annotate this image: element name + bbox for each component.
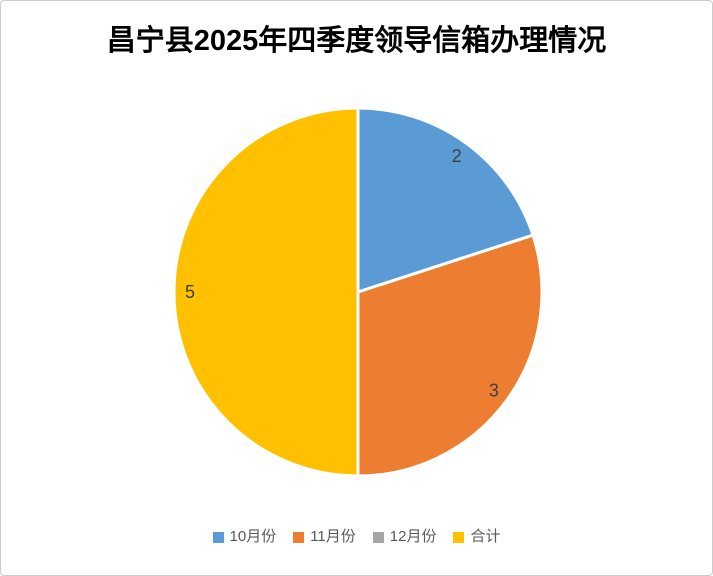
data-label-合计: 5	[185, 282, 195, 302]
legend-item-11月份[interactable]: 11月份	[293, 526, 356, 548]
data-label-10月份: 2	[452, 146, 462, 166]
legend-item-label: 12月份	[389, 528, 437, 545]
chart-title: 昌宁县2025年四季度领导信箱办理情况	[106, 25, 607, 57]
pie-slice-11月份[interactable]	[356, 233, 544, 478]
legend-marker-icon	[293, 531, 305, 543]
legend-item-label: 10月份	[229, 528, 277, 545]
legend-item-label: 11月份	[310, 528, 356, 545]
pie-slice-10月份[interactable]	[356, 106, 535, 294]
legend-item-合计[interactable]: 合计	[453, 526, 500, 548]
legend-marker-icon	[212, 531, 224, 543]
legend-marker-icon	[372, 531, 384, 543]
pie-slice-合计[interactable]	[172, 106, 360, 478]
legend-item-label: 合计	[470, 528, 501, 545]
legend-item-12月份[interactable]: 12月份	[372, 526, 437, 548]
legend-marker-icon	[453, 531, 465, 543]
data-label-11月份: 3	[489, 381, 499, 401]
legend: 10月份 11月份 12月份 合计	[1, 526, 712, 548]
legend-item-10月份[interactable]: 10月份	[212, 526, 277, 548]
